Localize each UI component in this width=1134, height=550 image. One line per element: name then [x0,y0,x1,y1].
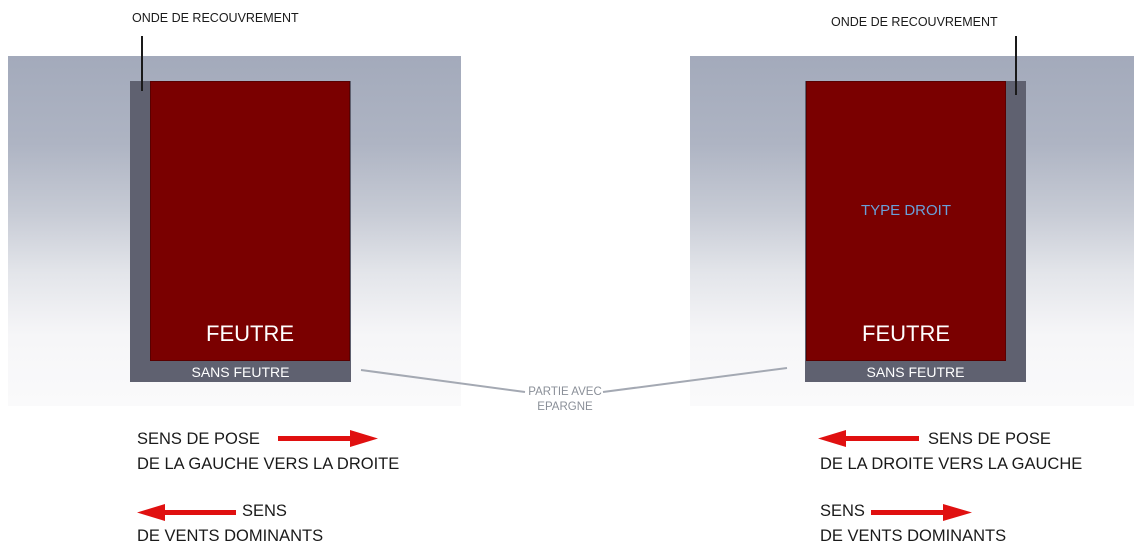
right-laying-direction: SENS DE POSE [928,430,1051,448]
left-no-felt-label: SANS FEUTRE [191,364,290,380]
right-callout-line [602,367,788,393]
left-overlap-pointer [141,36,143,91]
left-laying-direction: SENS DE POSE [137,430,260,448]
right-wind-label: SENS [820,502,865,520]
right-wind-label-detail: DE VENTS DOMINANTS [820,527,1007,545]
spared-part-line2: EPARGNE [537,401,593,413]
right-no-felt-label: SANS FEUTRE [866,364,965,380]
left-wind-label-detail: DE VENTS DOMINANTS [137,527,324,545]
left-laying-arrow-right [278,430,378,447]
left-callout-line [360,369,526,393]
left-overlap-wave-label: ONDE DE RECOUVREMENT [132,11,299,25]
right-overlap-wave-label: ONDE DE RECOUVREMENT [831,15,998,29]
left-wind-arrow-left [137,504,236,521]
left-felt-area [150,81,350,361]
right-wind-arrow-right [871,504,972,521]
right-type-label: TYPE DROIT [860,202,951,219]
right-overlap-pointer [1015,36,1017,95]
left-laying-direction-detail: DE LA GAUCHE VERS LA DROITE [137,455,400,473]
right-laying-arrow-left [818,430,919,447]
right-laying-direction-detail: DE LA DROITE VERS LA GAUCHE [820,455,1083,473]
left-wind-label: SENS [242,502,287,520]
right-felt-label: FEUTRE [862,321,950,346]
left-felt-label: FEUTRE [206,321,294,346]
right-felt-area [806,81,1006,361]
spared-part-label: PARTIE AVEC EPARGNE [515,385,615,415]
spared-part-line1: PARTIE AVEC [528,386,602,398]
